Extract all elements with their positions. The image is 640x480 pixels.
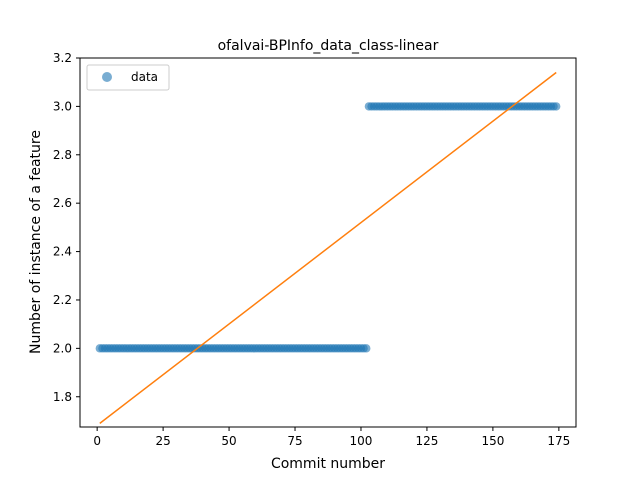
fit-line: [99, 71, 557, 424]
chart-title: ofalvai-BPInfo_data_class-linear: [218, 38, 439, 54]
x-axis-label: Commit number: [271, 456, 385, 472]
y-tick-label: 2.4: [53, 245, 72, 259]
x-tick-label: 75: [287, 434, 302, 448]
y-tick-label: 1.8: [53, 390, 72, 404]
x-tick-label: 175: [547, 434, 570, 448]
y-tick-label: 3.2: [53, 51, 72, 65]
data-point: [362, 344, 371, 353]
y-tick-label: 2.8: [53, 148, 72, 162]
y-tick-label: 2.6: [53, 196, 72, 210]
points-layer: [95, 102, 561, 353]
y-axis-label: Number of instance of a feature: [28, 130, 44, 354]
plot-frame: [79, 57, 577, 428]
y-tick-label: 2.0: [53, 341, 72, 355]
x-tick-label: 100: [350, 434, 373, 448]
legend-box: [86, 64, 170, 91]
line-layer: [99, 71, 557, 424]
legend: data: [86, 64, 170, 91]
x-tick-label: 150: [481, 434, 504, 448]
x-tick-label: 50: [221, 434, 236, 448]
legend-label: data: [131, 70, 158, 84]
x-tick-label: 125: [415, 434, 438, 448]
x-tick-label: 25: [155, 434, 170, 448]
y-tick-label: 2.2: [53, 293, 72, 307]
x-tick-label: 0: [93, 434, 101, 448]
data-point: [552, 102, 561, 111]
y-tick-label: 3.0: [53, 99, 72, 113]
ticks-layer: 0 25 50 75 100 125 150 175 1.8 2.0 2.2 2.4 2.6 2.8 3.0…: [53, 51, 570, 448]
legend-marker: [102, 72, 112, 82]
